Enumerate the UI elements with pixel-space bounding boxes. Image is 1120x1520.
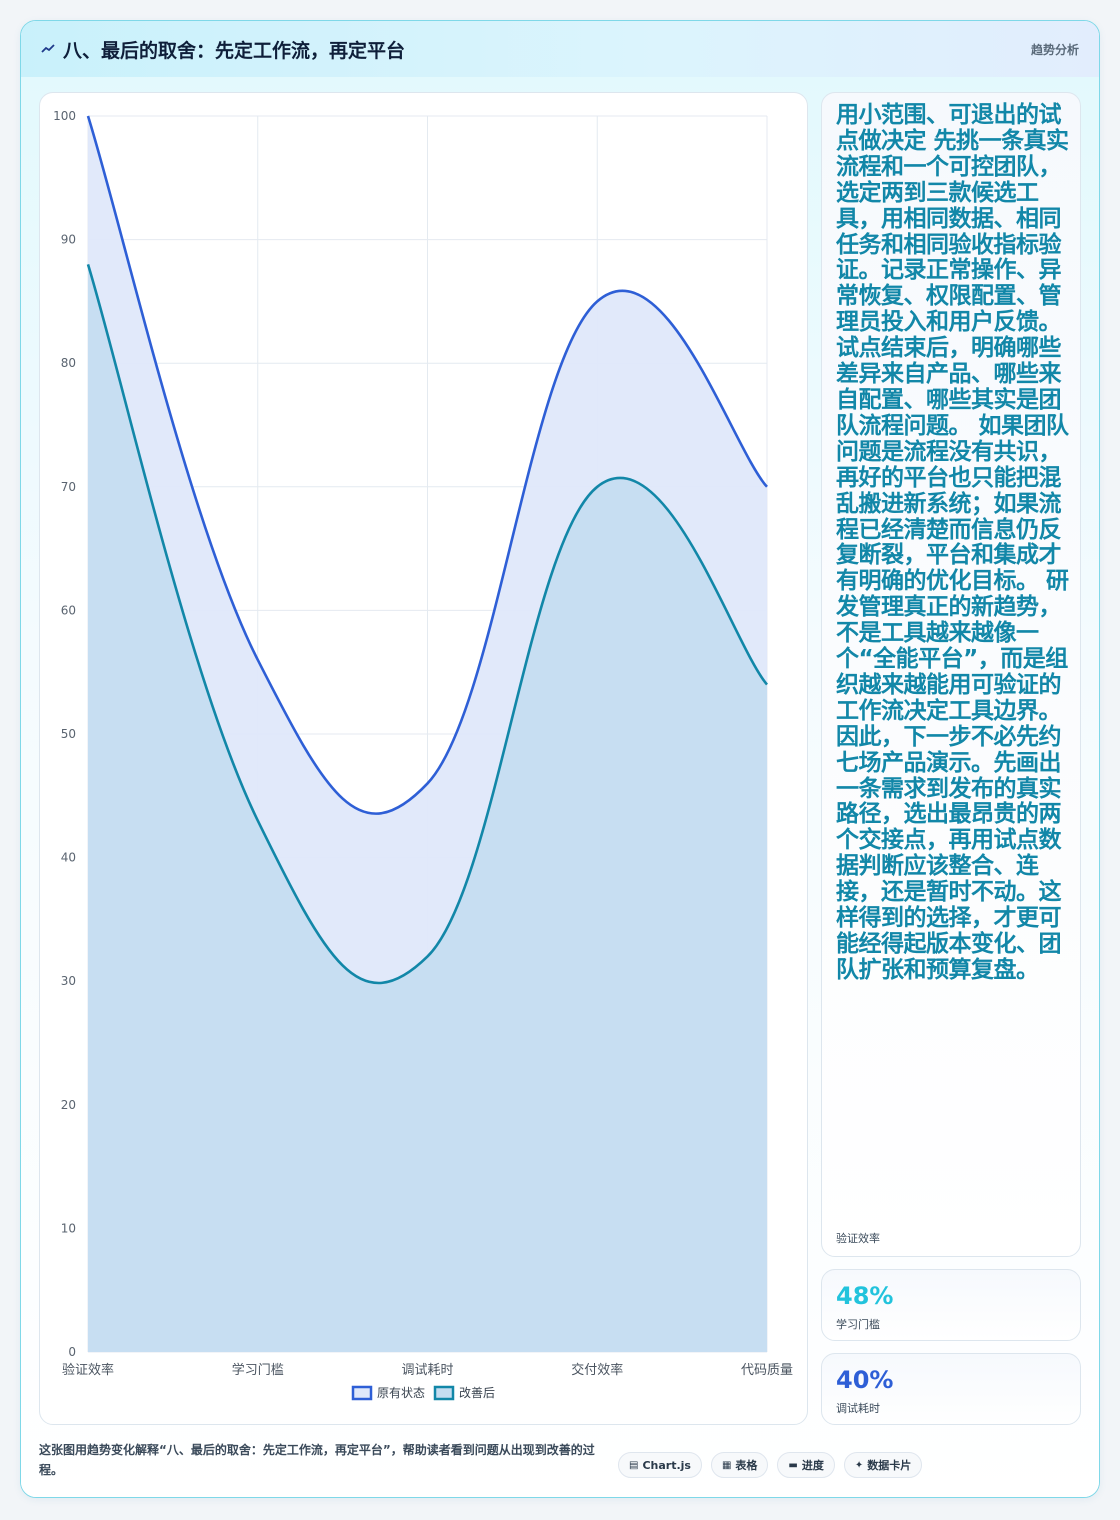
page-title: 八、最后的取舍：先定工作流，再定平台 xyxy=(63,39,406,62)
x-tick-label: 验证效率 xyxy=(62,1362,114,1378)
legend-swatch xyxy=(351,1385,373,1401)
y-tick-label: 10 xyxy=(61,1221,76,1235)
tag-progress[interactable]: ▬ 进度 xyxy=(777,1452,835,1478)
legend-swatch xyxy=(433,1385,455,1401)
stat-label: 调试耗时 xyxy=(836,1402,880,1415)
insight-caption: 验证效率 xyxy=(836,1232,880,1245)
y-tick-label: 40 xyxy=(61,851,76,865)
y-tick-label: 80 xyxy=(61,356,76,370)
tag-list: ▤ Chart.js ▦ 表格 ▬ 进度 ✦ 数据卡片 xyxy=(618,1452,923,1478)
progress-icon: ▬ xyxy=(788,1459,798,1471)
chart-icon: ▤ xyxy=(629,1459,639,1471)
y-tick-label: 20 xyxy=(61,1098,76,1112)
tag-label: 进度 xyxy=(801,1459,824,1472)
stat-card-2: 40% 调试耗时 xyxy=(821,1353,1081,1425)
stat-card-1: 48% 学习门槛 xyxy=(821,1269,1081,1341)
tag-label: 数据卡片 xyxy=(867,1459,912,1472)
x-tick-label: 交付效率 xyxy=(571,1362,623,1378)
tag-chartjs[interactable]: ▤ Chart.js xyxy=(618,1452,702,1478)
legend-label: 改善后 xyxy=(459,1385,495,1400)
stat-value: 48% xyxy=(836,1282,894,1310)
chart-description: 这张图用趋势变化解释“八、最后的取舍：先定工作流，再定平台”，帮助读者看到问题从… xyxy=(39,1443,595,1477)
card-icon: ✦ xyxy=(854,1459,864,1471)
tag-table[interactable]: ▦ 表格 xyxy=(710,1452,769,1478)
y-tick-label: 0 xyxy=(68,1345,76,1359)
x-tick-label: 调试耗时 xyxy=(401,1363,453,1378)
y-tick-label: 90 xyxy=(61,233,76,247)
tag-label: 表格 xyxy=(735,1459,758,1472)
y-tick-label: 50 xyxy=(61,727,76,741)
header-label: 趋势分析 xyxy=(1030,43,1079,57)
y-tick-label: 100 xyxy=(53,109,76,123)
x-tick-label: 代码质量 xyxy=(741,1363,793,1378)
tag-label: Chart.js xyxy=(642,1458,691,1472)
insight-card: 用小范围、可退出的试点做决定 先挑一条真实流程和一个可控团队，选定两到三款候选工… xyxy=(821,92,1081,1257)
series-line-1 xyxy=(86,115,768,815)
y-tick-label: 30 xyxy=(61,974,76,988)
chart-panel: 0 10 20 30 40 50 60 70 80 90 100 验证效率 学习门槛 调试耗时 交付效率 代码… xyxy=(39,92,808,1425)
trend-icon xyxy=(41,42,55,56)
tag-datacard[interactable]: ✦ 数据卡片 xyxy=(843,1452,923,1478)
y-tick-label: 60 xyxy=(61,603,76,617)
stat-value: 40% xyxy=(836,1366,894,1394)
table-icon: ▦ xyxy=(721,1459,732,1471)
y-tick-label: 70 xyxy=(61,480,76,494)
legend-label: 原有状态 xyxy=(377,1386,425,1400)
x-tick-label: 学习门槛 xyxy=(232,1362,284,1378)
header-bar: 八、最后的取舍：先定工作流，再定平台 趋势分析 xyxy=(21,21,1099,77)
series-area-2 xyxy=(88,264,767,1352)
stat-label: 学习门槛 xyxy=(836,1318,880,1331)
insight-text: 用小范围、可退出的试点做决定 先挑一条真实流程和一个可控团队，选定两到三款候选工… xyxy=(836,102,1069,983)
area-chart: 0 10 20 30 40 50 60 70 80 90 100 验证效率 学习门槛 调试耗时 交付效率 代码… xyxy=(53,109,793,1401)
series-line-2 xyxy=(86,263,768,985)
